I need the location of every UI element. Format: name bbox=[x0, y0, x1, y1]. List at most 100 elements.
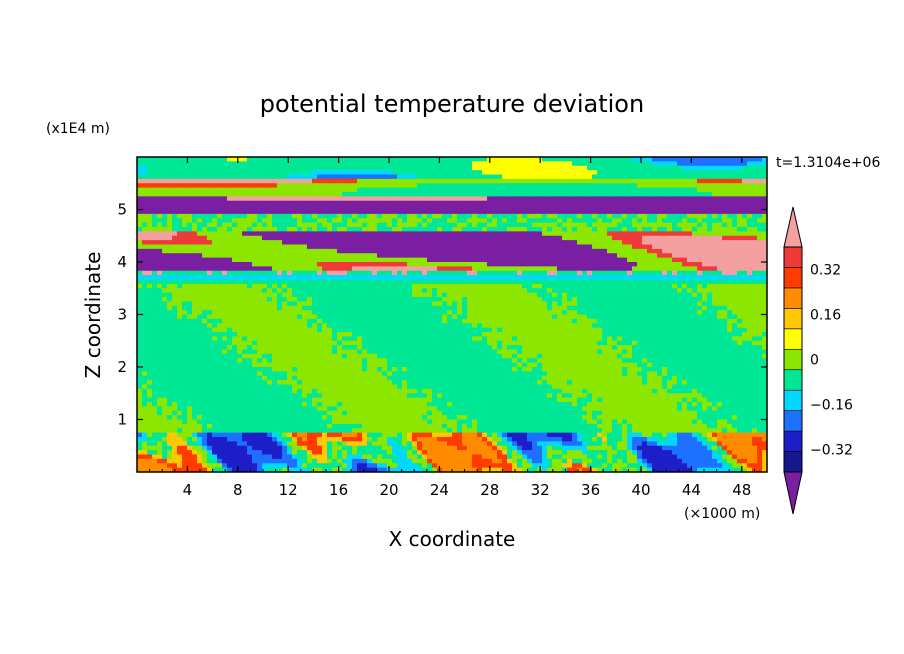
heatmap-cell bbox=[397, 262, 403, 267]
heatmap-cell bbox=[752, 323, 758, 329]
heatmap-cell bbox=[727, 314, 733, 320]
heatmap-cell bbox=[612, 314, 618, 320]
heatmap-cell bbox=[637, 240, 643, 246]
heatmap-cell bbox=[222, 305, 228, 311]
heatmap-cell bbox=[172, 218, 178, 224]
heatmap-cell bbox=[582, 209, 588, 215]
heatmap-cell bbox=[262, 174, 268, 180]
heatmap-cell bbox=[292, 227, 298, 232]
heatmap-cell bbox=[507, 205, 513, 211]
heatmap-cell bbox=[617, 301, 623, 307]
heatmap-cell bbox=[722, 170, 728, 176]
heatmap-cell bbox=[277, 165, 283, 171]
heatmap-cell bbox=[367, 174, 373, 180]
heatmap-cell bbox=[277, 283, 283, 289]
heatmap-cell bbox=[197, 183, 203, 189]
heatmap-cell bbox=[322, 240, 328, 246]
heatmap-cell bbox=[167, 279, 173, 285]
heatmap-cell bbox=[492, 257, 498, 263]
heatmap-cell bbox=[227, 318, 233, 324]
heatmap-cell bbox=[212, 213, 218, 219]
heatmap-cell bbox=[682, 310, 688, 316]
heatmap-cell bbox=[297, 240, 303, 246]
heatmap-cell bbox=[407, 257, 413, 263]
heatmap-cell bbox=[537, 227, 543, 232]
heatmap-cell bbox=[707, 270, 713, 276]
heatmap-cell bbox=[517, 178, 523, 184]
heatmap-cell bbox=[397, 279, 403, 285]
heatmap-cell bbox=[517, 240, 523, 246]
heatmap-cell bbox=[662, 310, 668, 316]
heatmap-cell bbox=[722, 161, 728, 167]
heatmap-cell bbox=[732, 292, 738, 298]
heatmap-cell bbox=[712, 301, 718, 307]
heatmap-cell bbox=[642, 231, 648, 237]
heatmap-cell bbox=[287, 310, 293, 316]
heatmap-cell bbox=[207, 292, 213, 298]
heatmap-cell bbox=[262, 318, 268, 324]
heatmap-cell bbox=[637, 218, 643, 224]
heatmap-cell bbox=[162, 209, 168, 215]
heatmap-cell bbox=[742, 178, 748, 184]
heatmap-cell bbox=[342, 196, 348, 202]
heatmap-cell bbox=[347, 187, 353, 193]
heatmap-cell bbox=[612, 240, 618, 246]
heatmap-cell bbox=[717, 235, 723, 241]
heatmap-cell bbox=[157, 231, 163, 237]
heatmap-cell bbox=[562, 222, 568, 228]
heatmap-cell bbox=[197, 318, 203, 324]
heatmap-cell bbox=[337, 310, 343, 316]
heatmap-cell bbox=[602, 222, 608, 228]
heatmap-cell bbox=[592, 305, 598, 311]
heatmap-cell bbox=[707, 209, 713, 215]
heatmap-cell bbox=[737, 248, 743, 254]
heatmap-cell bbox=[687, 270, 693, 276]
heatmap-cell bbox=[592, 323, 598, 329]
heatmap-cell bbox=[597, 227, 603, 232]
heatmap-cell bbox=[512, 178, 518, 184]
heatmap-cell bbox=[147, 257, 153, 263]
heatmap-cell bbox=[147, 262, 153, 267]
heatmap-cell bbox=[247, 301, 253, 307]
heatmap-cell bbox=[187, 301, 193, 307]
heatmap-cell bbox=[457, 257, 463, 263]
heatmap-cell bbox=[262, 275, 268, 281]
heatmap-cell bbox=[762, 187, 767, 193]
heatmap-cell bbox=[642, 301, 648, 307]
heatmap-cell bbox=[762, 297, 767, 302]
heatmap-cell bbox=[557, 218, 563, 224]
heatmap-cell bbox=[447, 244, 453, 250]
heatmap-cell bbox=[697, 192, 703, 197]
heatmap-cell bbox=[332, 200, 338, 206]
heatmap-cell bbox=[422, 235, 428, 241]
heatmap-cell bbox=[202, 301, 208, 307]
heatmap-cell bbox=[482, 157, 488, 162]
heatmap-cell bbox=[677, 178, 683, 184]
heatmap-cell bbox=[617, 266, 623, 272]
heatmap-cell bbox=[492, 240, 498, 246]
heatmap-cell bbox=[427, 248, 433, 254]
heatmap-cell bbox=[282, 209, 288, 215]
heatmap-cell bbox=[282, 253, 288, 259]
heatmap-cell bbox=[462, 262, 468, 267]
heatmap-cell bbox=[192, 183, 198, 189]
heatmap-cell bbox=[587, 248, 593, 254]
heatmap-cell bbox=[312, 244, 318, 250]
heatmap-cell bbox=[467, 196, 473, 202]
heatmap-cell bbox=[367, 218, 373, 224]
heatmap-cell bbox=[712, 310, 718, 316]
heatmap-cell bbox=[497, 310, 503, 316]
heatmap-cell bbox=[437, 257, 443, 263]
heatmap-cell bbox=[177, 310, 183, 316]
heatmap-cell bbox=[512, 327, 518, 333]
heatmap-cell bbox=[502, 323, 508, 329]
heatmap-cell bbox=[137, 262, 143, 267]
heatmap-cell bbox=[362, 187, 368, 193]
heatmap-cell bbox=[307, 257, 313, 263]
heatmap-cell bbox=[377, 275, 383, 281]
heatmap-cell bbox=[722, 310, 728, 316]
heatmap-cell bbox=[457, 305, 463, 311]
heatmap-cell bbox=[702, 227, 708, 232]
heatmap-cell bbox=[482, 279, 488, 285]
heatmap-cell bbox=[557, 292, 563, 298]
